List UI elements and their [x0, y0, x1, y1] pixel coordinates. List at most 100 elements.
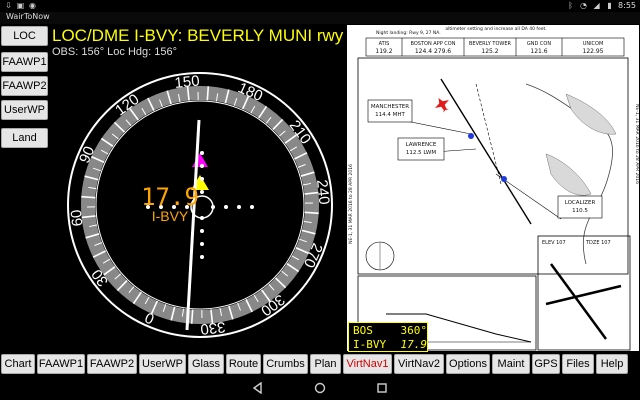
glass-button[interactable]: Glass	[188, 354, 224, 374]
compass-label: 30	[88, 266, 112, 289]
outer-ring	[67, 72, 333, 338]
fix-marker-1	[468, 133, 474, 139]
readout-row-bos: BOS 360°	[353, 324, 427, 337]
compass-tick	[159, 99, 163, 108]
compass-tick	[116, 279, 128, 292]
download-icon: ⇩	[5, 1, 12, 10]
compass-tick	[94, 242, 103, 246]
land-shape-2	[565, 93, 617, 135]
readout-id-1: BOS	[353, 324, 373, 337]
bluetooth-icon: ᛒ	[568, 1, 573, 10]
loc-button[interactable]: LOC	[1, 26, 48, 46]
left-margin-text: NE-1, 31 MAR 2016 to 28 APR 2016	[348, 164, 354, 244]
android-icon: ◉	[29, 1, 36, 10]
compass-tick	[291, 255, 300, 261]
compass-tick	[284, 134, 297, 144]
runway-09-27	[545, 284, 622, 306]
back-icon[interactable]	[250, 380, 266, 396]
glide-path	[386, 313, 532, 343]
home-icon[interactable]	[312, 380, 328, 396]
cdi-needle	[185, 119, 201, 331]
compass-tick	[85, 233, 100, 239]
compass-tick	[147, 97, 155, 111]
compass-tick	[129, 108, 139, 121]
compass-tick	[128, 286, 135, 294]
compass-tick	[144, 296, 150, 305]
approach-chart[interactable]: altimeter setting and increase all DA 40…	[346, 24, 640, 352]
readout-row-ibvy: I-BVY 17.9	[353, 338, 427, 351]
virtnav1-button[interactable]: VirtNav1	[343, 354, 392, 374]
deviation-dot	[250, 205, 254, 209]
nav-title: LOC/DME I-BVY: BEVERLY MUNI rwy 16 - 1	[52, 26, 344, 45]
compass-tick	[301, 229, 316, 235]
compass-tick	[186, 86, 190, 101]
compass-tick	[233, 97, 238, 106]
compass-tick	[250, 105, 256, 114]
readout-id-2: I-BVY	[353, 338, 387, 351]
glideslope-dot	[200, 151, 204, 155]
land-button[interactable]: Land	[1, 128, 48, 148]
deviation-dot	[146, 205, 150, 209]
chart-note-1: altimeter setting and increase all DA 40…	[445, 26, 546, 32]
freq-label-atis: ATIS	[379, 41, 390, 47]
compass-tick	[289, 146, 298, 152]
compass-tick	[141, 107, 147, 116]
faawp1-side-button[interactable]: FAAWP1	[1, 52, 48, 72]
compass-tick	[272, 118, 284, 131]
compass-tick	[294, 152, 308, 160]
deviation-dot	[237, 205, 241, 209]
compass-tick	[162, 304, 167, 313]
plan-button[interactable]: Plan	[310, 354, 341, 374]
compass-tick	[274, 277, 287, 289]
faawp2-button[interactable]: FAAWP2	[87, 354, 137, 374]
coastline	[525, 83, 613, 265]
app-title: WairToNow	[6, 12, 50, 21]
chart-note-2: Night landing: Rwy 9, 27 NA.	[376, 30, 441, 36]
recents-icon[interactable]	[374, 380, 390, 396]
deviation-dot	[159, 205, 163, 209]
options-button[interactable]: Options	[446, 354, 490, 374]
compass-tick	[81, 215, 96, 219]
compass-tick	[281, 270, 289, 277]
route-button[interactable]: Route	[226, 354, 261, 374]
compass-tick	[224, 89, 230, 104]
userwp-button[interactable]: UserWP	[139, 354, 186, 374]
faawp2-side-button[interactable]: FAAWP2	[1, 76, 48, 96]
chart-button[interactable]: Chart	[1, 354, 35, 374]
compass-tick	[303, 220, 312, 224]
faawp1-button[interactable]: FAAWP1	[37, 354, 85, 374]
compass-tick	[304, 211, 319, 215]
crumbs-button[interactable]: Crumbs	[263, 354, 308, 374]
virtnav2-button[interactable]: VirtNav2	[394, 354, 444, 374]
compass-label: 90	[76, 144, 98, 166]
compass-tick	[132, 291, 142, 305]
manchester-freq: 114.4 MHT	[375, 112, 405, 118]
compass-tick	[295, 246, 310, 255]
app-title-bar: WairToNow	[0, 12, 640, 24]
glideslope-dot	[200, 229, 204, 233]
compass-tick	[92, 250, 106, 258]
airport-diagram-frame	[537, 235, 631, 351]
readout-val-2: 17.9	[400, 338, 428, 351]
help-button[interactable]: Help	[596, 354, 628, 374]
glideslope-dot	[200, 242, 204, 246]
gps-button[interactable]: GPS	[532, 354, 560, 374]
land-shape-1	[545, 153, 592, 196]
compass-tick	[84, 175, 99, 181]
status-time: 8:55	[618, 1, 636, 10]
files-button[interactable]: Files	[562, 354, 594, 374]
nav-instrument[interactable]: 150 180 210 240 270 300 330 0 30 60 90 120 17.9 I-BVY	[60, 60, 340, 350]
compass-tick	[258, 105, 268, 119]
inner-ring	[95, 100, 305, 310]
status-bar: ⇩ ▣ ◉ ᛒ ◔ ◢ ▮ 8:55	[0, 0, 640, 12]
userwp-side-button[interactable]: UserWP	[1, 100, 48, 120]
localizer-freq: 110.5	[572, 208, 588, 214]
compass-tick	[181, 308, 185, 317]
freq-label-unicom: UNICOM	[583, 41, 604, 47]
compass-label: 240	[313, 179, 333, 206]
right-margin-text: NE-1, 31 MAR 2016 to 28 APR 2016	[634, 104, 640, 184]
maint-button[interactable]: Maint	[492, 354, 530, 374]
aircraft-icon	[435, 97, 449, 113]
compass-tick	[190, 309, 194, 324]
